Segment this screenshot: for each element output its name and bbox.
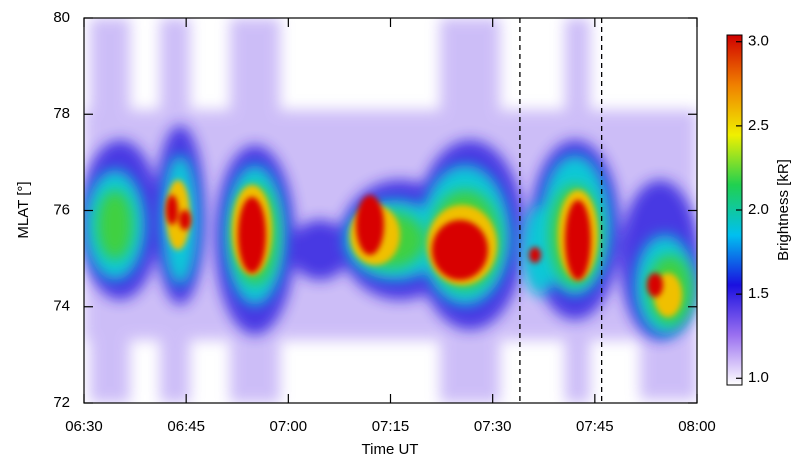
y-tick-label: 74 (53, 298, 70, 315)
y-tick-label: 80 (53, 9, 70, 26)
x-tick-label: 08:00 (678, 418, 716, 435)
y-tick-label: 72 (53, 394, 70, 411)
heatmap-image (84, 18, 697, 403)
x-tick-label: 07:15 (372, 418, 410, 435)
colorbar-tick-label: 2.5 (748, 117, 769, 134)
y-tick-label: 76 (53, 201, 70, 218)
x-tick-label: 06:30 (65, 418, 103, 435)
x-axis-label: Time UT (362, 441, 419, 458)
x-tick-label: 07:30 (474, 418, 512, 435)
x-tick-label: 07:45 (576, 418, 614, 435)
x-tick-label: 06:45 (167, 418, 205, 435)
colorbar-tick-label: 2.0 (748, 201, 769, 218)
y-tick-label: 78 (53, 105, 70, 122)
colorbar-tick-label: 3.0 (748, 33, 769, 50)
colorbar-label: Brightness [kR] (775, 159, 792, 261)
colorbar-tick-label: 1.5 (748, 285, 769, 302)
x-tick-label: 07:00 (270, 418, 308, 435)
colorbar-tick-label: 1.0 (748, 369, 769, 386)
y-axis-label: MLAT [°] (15, 181, 32, 238)
